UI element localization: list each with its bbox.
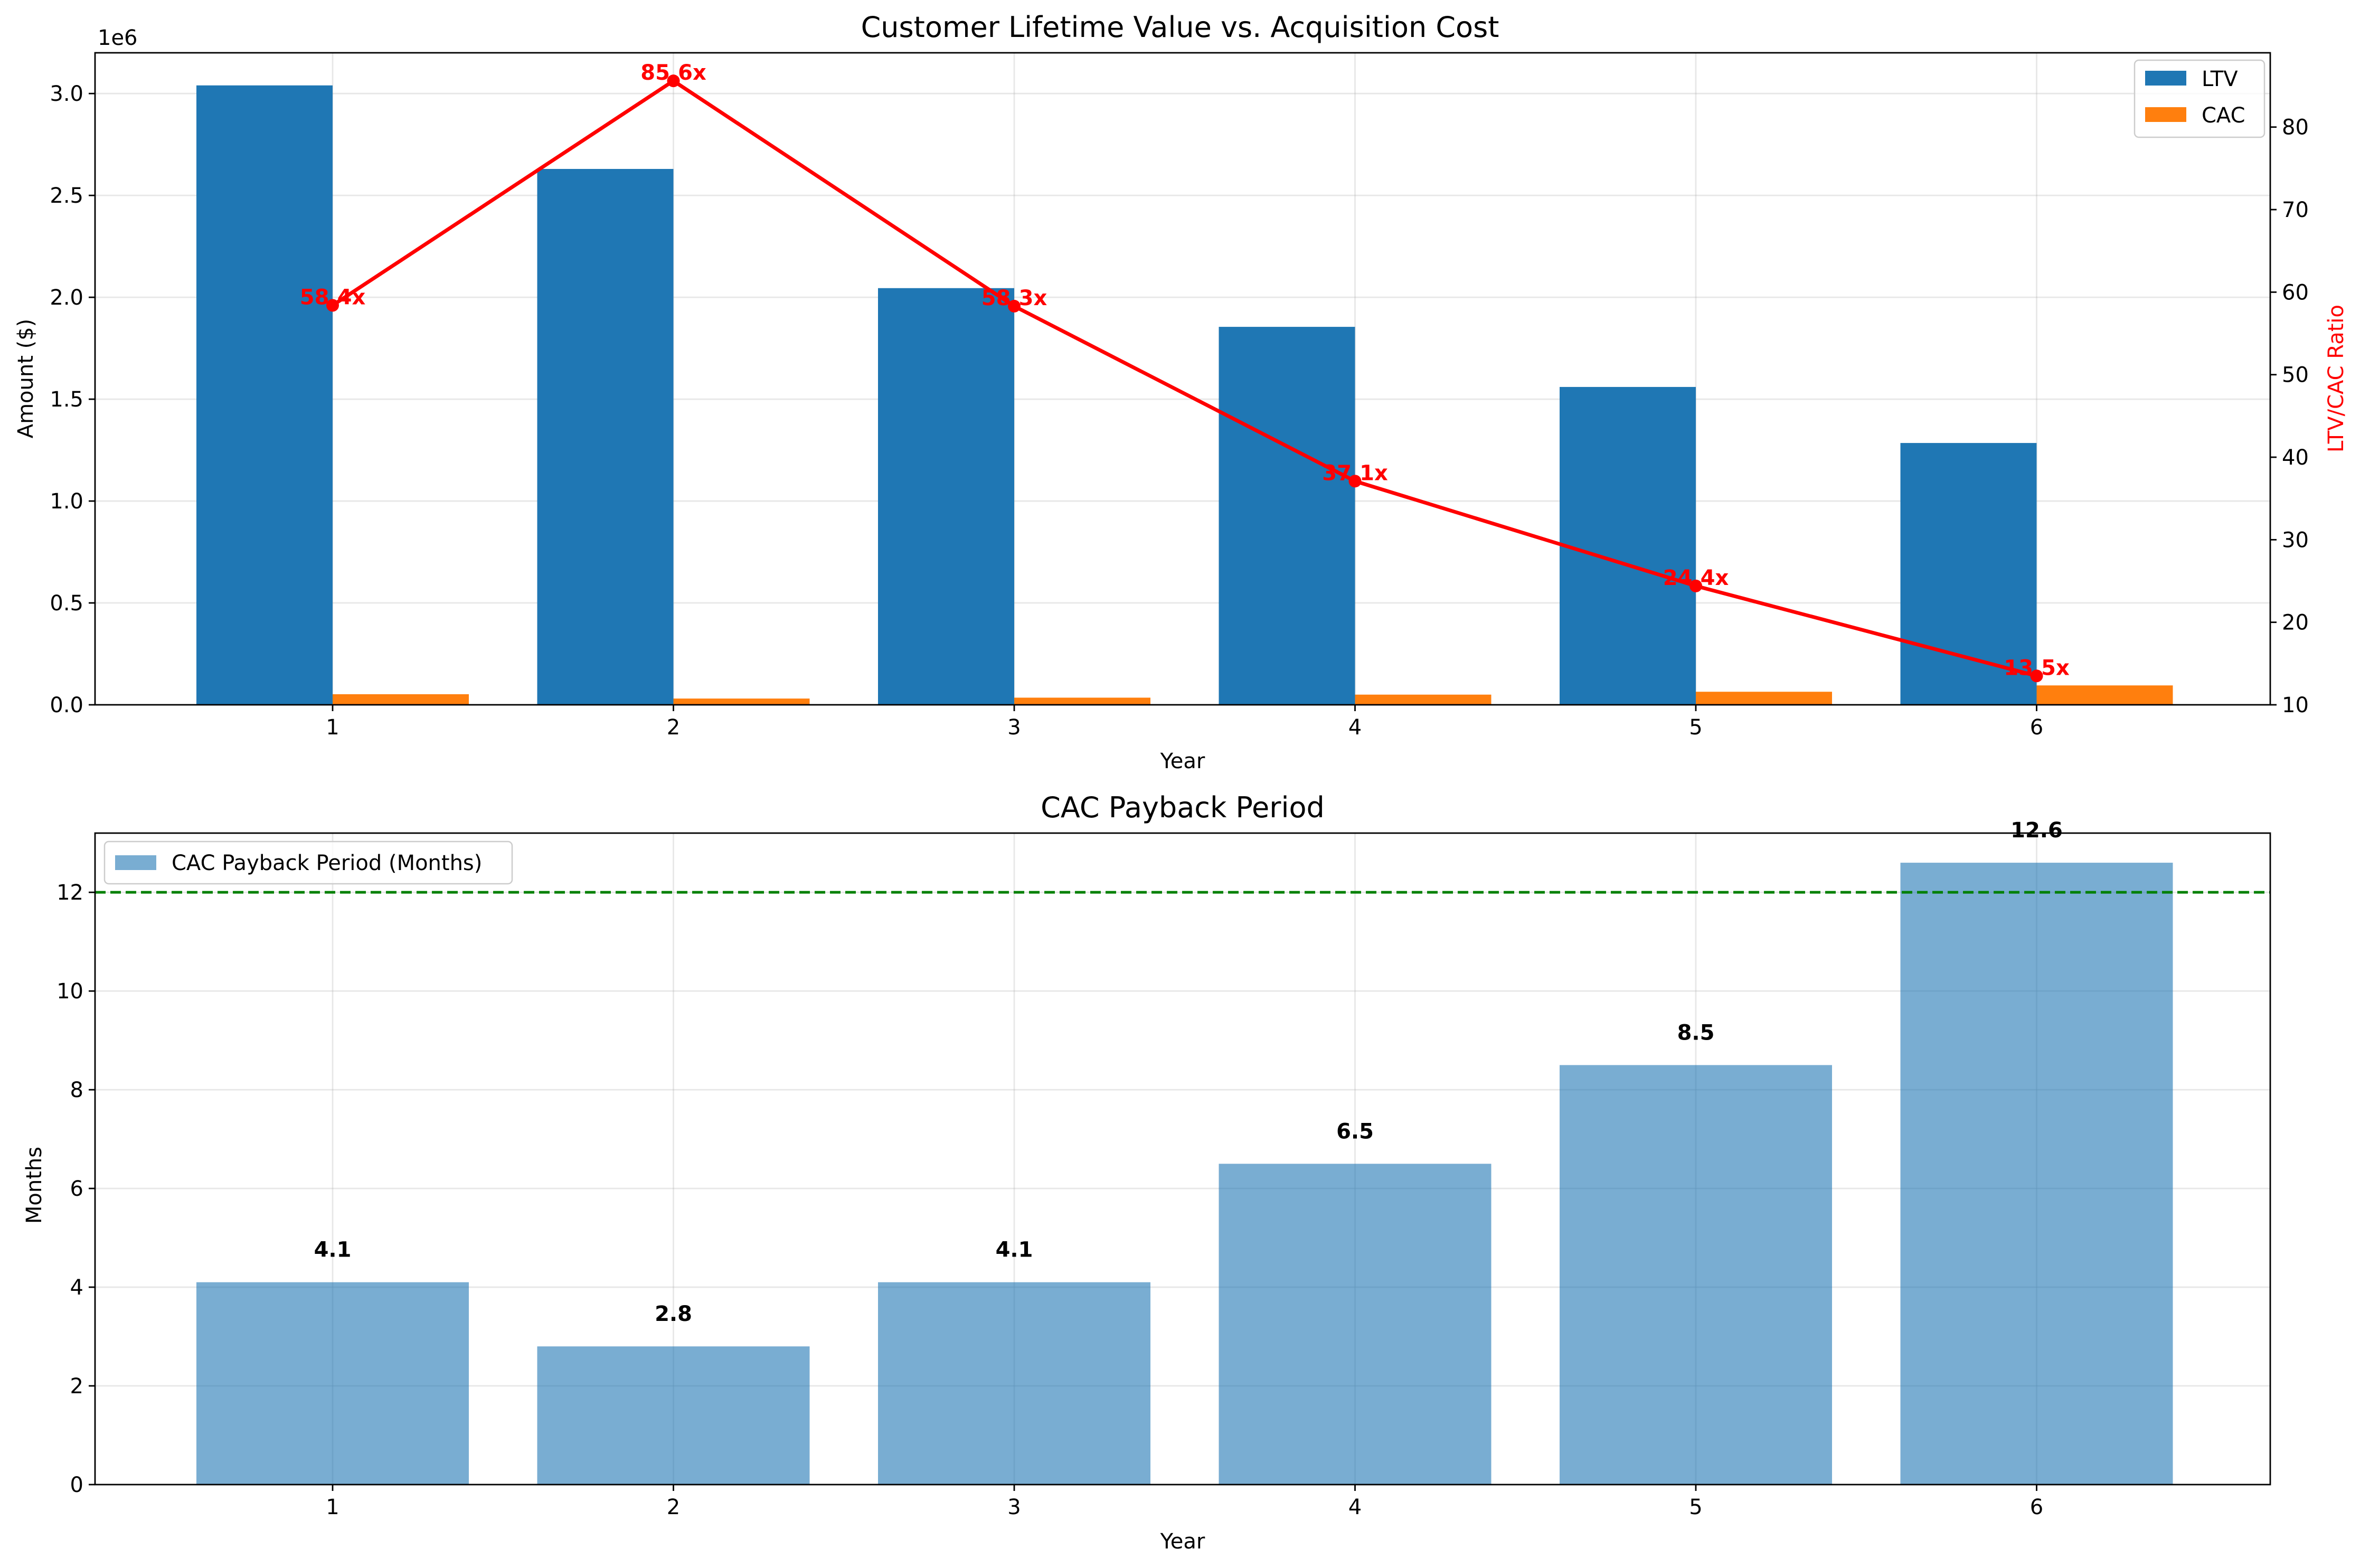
chart1-secondary-y-tick-label: 40: [2282, 446, 2309, 470]
chart1-secondary-y-tick-label: 30: [2282, 528, 2309, 552]
chart1-ratio-label-year-5: 24.4x: [1663, 566, 1729, 590]
chart1-y-tick-label: 1.5: [50, 388, 83, 412]
chart1-y-tick-label: 2.5: [50, 184, 83, 208]
chart2-y-axis-label: Months: [22, 1147, 46, 1224]
chart2-bars: 4.1 2.8 4.1 6.5 8.5 12.6: [196, 818, 2173, 1485]
chart2-y-tick-label: 8: [70, 1078, 83, 1102]
chart1-ratio-label-year-2: 85.6x: [640, 61, 706, 85]
chart1-legend: LTV CAC: [2134, 59, 2265, 138]
chart1-y-tick-label: 3.0: [50, 82, 83, 106]
chart1-bar-cac-year-2: [673, 698, 810, 705]
chart1-x-tick-label: 2: [667, 715, 680, 740]
chart1-y-axis-label: Amount ($): [14, 319, 38, 439]
chart2-value-label-year-2: 2.8: [655, 1302, 692, 1326]
chart2-y-tick-label: 2: [70, 1374, 83, 1399]
chart2-axes-frame: [94, 832, 2271, 1486]
chart1-secondary-y-tick-label: 20: [2282, 611, 2309, 635]
chart2-bar-year-4: [1219, 1164, 1491, 1485]
chart1-y-tick-label: 1.0: [50, 489, 83, 514]
chart2-bar-year-3: [878, 1282, 1150, 1485]
chart1-ratio-label-year-4: 37.1x: [1322, 461, 1388, 485]
chart2-y-tick-label: 6: [70, 1177, 83, 1201]
chart2-x-tick-label: 1: [326, 1495, 339, 1519]
chart1-ratio-label-year-3: 58.3x: [981, 286, 1047, 310]
chart2-x-tick-label: 3: [1007, 1495, 1021, 1519]
chart2-value-label-year-6: 12.6: [2010, 818, 2063, 843]
chart2-value-label-year-3: 4.1: [996, 1238, 1033, 1262]
chart2-legend-label: CAC Payback Period (Months): [172, 851, 482, 875]
chart1-ratio-label-year-1: 58.4x: [300, 285, 366, 309]
chart1-secondary-y-tick-label: 50: [2282, 363, 2309, 388]
chart1-x-tick-label: 5: [1689, 715, 1702, 740]
chart2-bar-year-6: [1900, 863, 2173, 1485]
chart2-value-label-year-4: 6.5: [1336, 1119, 1374, 1144]
chart2-x-tick-label: 2: [667, 1495, 680, 1519]
chart1-secondary-y-tick-label: 70: [2282, 198, 2309, 222]
chart1-ratio-point-year-3: [1008, 299, 1021, 313]
chart1-bar-ltv-year-6: [1900, 443, 2037, 705]
chart1-bar-ltv-year-2: [537, 168, 674, 705]
chart1-x-tick-label: 4: [1348, 715, 1362, 740]
chart2-title: CAC Payback Period: [1041, 791, 1325, 824]
ltv-cac-chart: Customer Lifetime Value vs. Acquisition …: [14, 11, 2348, 773]
chart1-bar-ltv-year-5: [1560, 386, 1696, 705]
chart1-bar-ltv-year-1: [196, 85, 333, 705]
chart1-legend-swatch-ltv: [2145, 71, 2186, 86]
chart1-x-tick-label: 3: [1007, 715, 1021, 740]
chart1-legend-label-cac: CAC: [2202, 103, 2245, 128]
chart1-ratio-point-year-6: [2030, 669, 2043, 683]
chart1-x-axis-label: Year: [1160, 749, 1205, 773]
chart1-grid: [95, 53, 2270, 706]
chart1-bar-cac-year-6: [2036, 685, 2173, 705]
chart2-y-tick-label: 10: [56, 979, 83, 1004]
chart2-y-tick-label: 0: [70, 1473, 83, 1497]
chart1-ratio-point-year-4: [1348, 475, 1362, 488]
chart2-value-label-year-1: 4.1: [314, 1238, 352, 1262]
chart1-ratio-line: 58.4x 85.6x 58.3x 37.1x 24.4x 13.5x: [300, 61, 2070, 683]
chart1-ratio-point-year-1: [326, 299, 339, 312]
cac-payback-chart: CAC Payback Period 4.1 2.8 4.1 6.5 8.5 12.6 0…: [22, 791, 2271, 1554]
chart2-value-label-year-5: 8.5: [1677, 1021, 1715, 1045]
chart2-bar-year-5: [1560, 1065, 1832, 1485]
chart1-axes-frame: [94, 52, 2271, 706]
chart1-ratio-point-year-5: [1689, 579, 1702, 592]
chart1-ratio-series-line: [332, 79, 2037, 678]
chart1-bar-ltv-year-4: [1219, 327, 1355, 705]
chart1-y-tick-label: 0.5: [50, 591, 83, 616]
chart1-ratio-label-year-6: 13.5x: [2004, 656, 2070, 680]
chart1-bars: [196, 85, 2173, 705]
chart1-bar-cac-year-1: [333, 694, 469, 705]
chart1-title: Customer Lifetime Value vs. Acquisition …: [861, 11, 1499, 44]
chart1-bar-cac-year-3: [1014, 697, 1150, 705]
chart1-secondary-y-tick-label: 80: [2282, 116, 2309, 140]
chart1-bar-cac-year-5: [1696, 692, 1832, 705]
chart1-legend-label-ltv: LTV: [2202, 67, 2238, 91]
chart1-y-tick-label: 0.0: [50, 693, 83, 717]
chart1-legend-swatch-cac: [2145, 107, 2186, 122]
chart1-x-tick-label: 6: [2030, 715, 2043, 740]
chart2-x-axis-label: Year: [1160, 1529, 1205, 1554]
chart2-x-tick-label: 6: [2030, 1495, 2043, 1519]
chart2-bar-year-2: [537, 1346, 810, 1485]
chart2-legend: CAC Payback Period (Months): [103, 840, 513, 885]
chart1-secondary-y-axis-label: LTV/CAC Ratio: [2324, 305, 2348, 452]
chart1-y-tick-label: 2.0: [50, 286, 83, 310]
chart1-bar-cac-year-4: [1355, 694, 1491, 705]
chart2-bar-year-1: [196, 1282, 469, 1485]
chart1-ratio-point-year-2: [667, 74, 680, 88]
chart1-axes: 0.0 0.5 1.0 1.5 2.0 2.5 3.0 10 20 30 40 50 60 70 80 1 2 3…: [50, 52, 2309, 740]
chart1-secondary-y-tick-label: 10: [2282, 693, 2309, 717]
chart2-y-tick-label: 4: [70, 1276, 83, 1300]
chart1-x-tick-label: 1: [326, 715, 339, 740]
chart1-y-offset-label: 1e6: [98, 26, 138, 50]
chart2-x-tick-label: 5: [1689, 1495, 1702, 1519]
chart2-legend-frame: [103, 840, 513, 885]
chart2-y-tick-label: 12: [56, 881, 83, 905]
chart1-bar-ltv-year-3: [878, 288, 1014, 705]
chart1-secondary-y-tick-label: 60: [2282, 280, 2309, 305]
chart2-legend-swatch: [115, 855, 156, 870]
chart2-x-tick-label: 4: [1348, 1495, 1362, 1519]
